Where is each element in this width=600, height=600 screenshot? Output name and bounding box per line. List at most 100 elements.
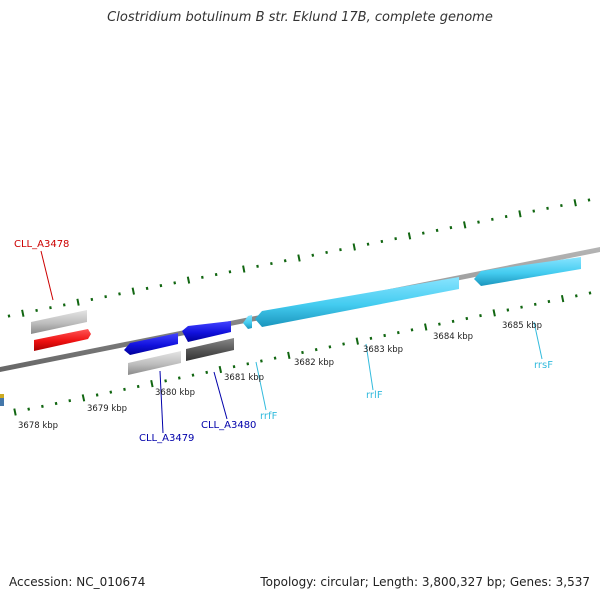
major-tick [424,323,428,331]
gene-label-CLL_A3478[interactable]: CLL_A3478 [14,239,69,250]
major-tick [518,210,522,218]
minor-tick [311,253,315,257]
minor-tick [201,275,204,279]
minor-tick [479,314,482,318]
kbp-label: 3679 kbp [87,404,127,414]
leader-rrlF [365,343,374,391]
minor-tick [256,264,259,268]
minor-tick [532,209,536,213]
major-tick [186,276,191,284]
minor-tick [410,328,414,332]
minor-tick [68,399,72,403]
major-tick [492,309,496,317]
rrna-rrsF[interactable] [474,257,581,286]
minor-tick [449,225,453,230]
gene-label-CLL_A3480[interactable]: CLL_A3480 [201,420,256,431]
minor-tick [438,322,441,326]
kbp-label: 3680 kbp [155,388,195,398]
minor-tick [435,228,439,233]
gene-label-rrfF[interactable]: rrfF [260,411,278,422]
minor-tick [228,270,232,274]
minor-tick [547,299,551,304]
cds-CLL_A3479[interactable] [124,333,178,355]
cds-feature-gray-1[interactable] [31,310,87,334]
leader-rrfF [255,361,267,411]
minor-tick [520,305,523,309]
gene-label-rrsF[interactable]: rrsF [534,360,553,371]
minor-tick [173,281,177,285]
rrna-rrlF[interactable] [255,277,459,327]
partial-feature-left [0,396,4,406]
gene-label-rrlF[interactable]: rrlF [366,390,383,401]
major-tick [13,408,17,416]
minor-tick [421,231,425,235]
partial-feature-left-top [0,394,4,398]
minor-tick [560,203,563,208]
minor-tick [35,308,38,313]
major-tick [76,298,80,306]
minor-tick [118,292,121,296]
major-tick [355,337,359,345]
minor-tick [214,272,218,277]
major-tick [407,232,412,240]
minor-tick [339,248,342,252]
major-tick [81,394,86,402]
major-tick [287,351,291,359]
major-tick [463,221,467,229]
minor-tick [109,390,113,394]
minor-tick [145,286,149,291]
major-tick [352,243,356,251]
minor-tick [164,379,167,383]
cds-feature-gray-2[interactable] [128,351,181,375]
minor-tick [260,359,263,363]
minor-tick [104,295,107,299]
rrna-rrfF[interactable] [243,315,252,329]
minor-tick [90,297,94,302]
major-tick [131,287,135,295]
minor-tick [369,336,373,340]
minor-tick [7,314,11,318]
leader-rrsF [533,321,543,360]
minor-tick [62,303,66,307]
kbp-label: 3684 kbp [433,332,473,342]
minor-tick [246,362,250,366]
accession-text: Accession: NC_010674 [9,575,146,589]
gene-label-CLL_A3479[interactable]: CLL_A3479 [139,433,194,444]
minor-tick [506,308,510,312]
major-tick [150,380,154,388]
cds-CLL_A3478[interactable] [34,329,91,351]
minor-tick [342,342,345,346]
minor-tick [273,356,277,360]
major-tick [242,265,246,273]
leader-CLL_A3478 [40,250,54,301]
cds-CLL_A3480[interactable] [182,321,231,342]
minor-tick [159,283,163,288]
minor-tick [328,345,332,349]
kbp-label: 3685 kbp [502,321,542,331]
minor-tick [301,350,304,355]
minor-tick [191,373,195,377]
minor-tick [465,316,469,321]
minor-tick [270,261,273,266]
minor-tick [574,294,578,298]
minor-tick [232,365,236,369]
minor-tick [394,237,397,241]
minor-tick [205,370,209,374]
major-tick [297,254,301,262]
cds-feature-dark[interactable] [186,338,234,361]
minor-tick [533,302,537,306]
minor-tick [451,319,455,323]
minor-tick [380,239,384,244]
minor-tick [136,384,140,389]
kbp-label: 3678 kbp [18,421,58,431]
minor-tick [491,217,494,221]
genome-summary-text: Topology: circular; Length: 3,800,327 bp… [260,575,590,589]
minor-tick [95,393,99,397]
minor-tick [49,306,52,310]
kbp-label: 3683 kbp [363,345,403,355]
leader-CLL_A3480 [213,371,228,420]
major-tick [218,365,223,374]
map-title: Clostridium botulinum B str. Eklund 17B,… [107,10,493,25]
minor-tick [54,401,58,406]
